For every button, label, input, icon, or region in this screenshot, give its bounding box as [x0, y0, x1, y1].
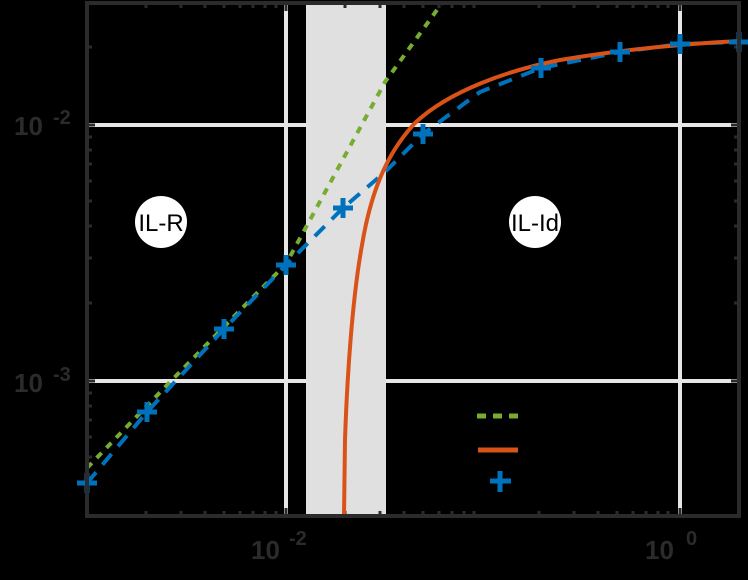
legend-blue-plus-icon [490, 471, 511, 492]
svg-text:0: 0 [686, 528, 697, 550]
annotation-il-id: IL-Id [509, 196, 561, 248]
legend [477, 413, 518, 492]
svg-text:-3: -3 [53, 364, 71, 386]
svg-text:10: 10 [251, 535, 280, 565]
y-tick-label-1e-3: 10 -3 [14, 364, 71, 398]
svg-text:10: 10 [14, 368, 43, 398]
annotation-il-r-text: IL-R [138, 210, 183, 237]
series-green-dotted [85, 1, 444, 470]
svg-text:10: 10 [645, 535, 674, 565]
series-blue-dashed [85, 40, 740, 485]
grid-lines [87, 3, 739, 516]
y-tick-label-1e-2: 10 -2 [14, 107, 71, 141]
svg-text:10: 10 [14, 111, 43, 141]
svg-text:-2: -2 [289, 528, 307, 550]
annotation-il-r: IL-R [135, 196, 187, 248]
svg-text:-2: -2 [53, 107, 71, 129]
axes-box [85, 1, 741, 518]
x-tick-label-1e0: 10 0 [645, 528, 697, 565]
x-tick-label-1e-2: 10 -2 [251, 528, 307, 565]
annotation-il-id-text: IL-Id [511, 210, 559, 237]
plot-area [87, 3, 739, 516]
